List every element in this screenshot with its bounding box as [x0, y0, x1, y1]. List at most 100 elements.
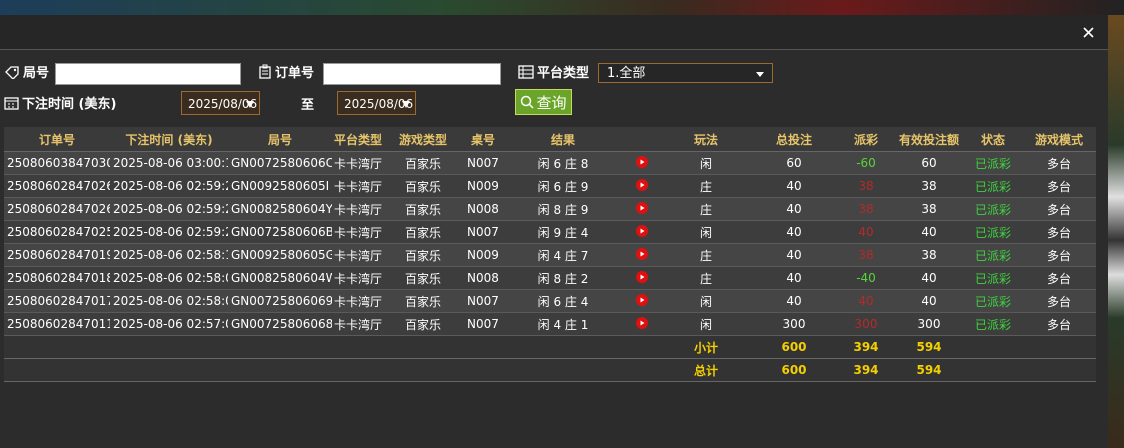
button-text: 查询 — [536, 93, 567, 112]
table-cell: 闲 — [662, 151, 750, 175]
table-cell: 40 — [750, 197, 838, 221]
empty-cell — [384, 358, 462, 382]
column-header: 下注时间 (美东) — [110, 127, 228, 152]
subtotal-cell: 594 — [894, 335, 964, 359]
table-cell: 卡卡湾厅 — [332, 266, 384, 290]
table-cell: 38 — [894, 243, 964, 267]
table-cell: 庄 — [662, 197, 750, 221]
replay-icon[interactable] — [636, 155, 648, 168]
round-label: 局号 — [4, 62, 49, 81]
table-cell: N007 — [462, 151, 504, 175]
table-cell: GN00725806069 — [228, 289, 332, 313]
order-input[interactable] — [323, 63, 501, 85]
replay-cell — [622, 220, 662, 244]
table-cell: 百家乐 — [384, 220, 462, 244]
total-cell: 594 — [894, 358, 964, 382]
empty-cell — [1022, 358, 1096, 382]
table-row: 2508060284701952025-08-06 02:58:12GN0092… — [4, 243, 1096, 267]
date-to[interactable]: 2025/08/06 — [337, 91, 416, 115]
column-header: 订单号 — [4, 127, 110, 152]
table-row: 2508060384703012025-08-06 03:00:13GN0072… — [4, 151, 1096, 175]
platform-select[interactable]: 1.全部 — [598, 63, 773, 83]
empty-cell — [4, 335, 110, 359]
empty-cell — [228, 358, 332, 382]
table-cell: 40 — [838, 289, 894, 313]
close-button[interactable] — [1083, 27, 1094, 38]
table-row: 2508060284701822025-08-06 02:58:05GN0082… — [4, 266, 1096, 290]
empty-cell — [384, 335, 462, 359]
table-cell: 40 — [750, 220, 838, 244]
table-cell: 已派彩 — [964, 220, 1022, 244]
table-cell: 百家乐 — [384, 174, 462, 198]
table-cell: 闲 8 庄 2 — [504, 266, 622, 290]
table-cell: N008 — [462, 266, 504, 290]
table-cell: 多台 — [1022, 220, 1096, 244]
replay-cell — [622, 312, 662, 336]
table-cell: 2025-08-06 03:00:13 — [110, 151, 228, 175]
replay-icon[interactable] — [636, 201, 648, 214]
date-from[interactable]: 2025/08/06 — [181, 91, 260, 115]
subtotal-cell: 小计 — [662, 335, 750, 359]
round-input[interactable] — [55, 63, 241, 85]
replay-icon[interactable] — [636, 247, 648, 260]
table-cell: 闲 6 庄 9 — [504, 174, 622, 198]
table-cell: 多台 — [1022, 289, 1096, 313]
column-header: 玩法 — [662, 127, 750, 152]
table-row: 2508060284702602025-08-06 02:59:27GN0082… — [4, 197, 1096, 221]
select-value: 1.全部 — [607, 66, 646, 81]
table-row: 2508060284702642025-08-06 02:59:29GN0092… — [4, 174, 1096, 198]
table-cell: 38 — [838, 197, 894, 221]
table-cell: -60 — [838, 151, 894, 175]
order-label: 订单号 — [258, 62, 314, 81]
subtotal-cell: 600 — [750, 335, 838, 359]
table-cell: 2025-08-06 02:59:29 — [110, 174, 228, 198]
table-cell: 已派彩 — [964, 312, 1022, 336]
table-cell: 60 — [750, 151, 838, 175]
table-cell: 40 — [750, 174, 838, 198]
table-cell: 38 — [838, 243, 894, 267]
replay-cell — [622, 151, 662, 175]
empty-cell — [110, 358, 228, 382]
replay-icon[interactable] — [636, 178, 648, 191]
table-cell: 卡卡湾厅 — [332, 243, 384, 267]
replay-icon[interactable] — [636, 316, 648, 329]
column-header: 游戏模式 — [1022, 127, 1096, 152]
column-header — [622, 127, 662, 152]
table-cell: 百家乐 — [384, 266, 462, 290]
table-cell: 已派彩 — [964, 174, 1022, 198]
table-cell: 2025-08-06 02:58:05 — [110, 266, 228, 290]
replay-icon[interactable] — [636, 270, 648, 283]
table-cell: 闲 — [662, 312, 750, 336]
empty-cell — [228, 335, 332, 359]
table-cell: 40 — [838, 220, 894, 244]
table-cell: 已派彩 — [964, 243, 1022, 267]
header-row: 订单号 下注时间 (美东) 局号 平台类型 游戏类型 桌号 结果 玩法 总投注 派彩 有效投注额 状态… — [4, 127, 1096, 152]
table-cell: 卡卡湾厅 — [332, 197, 384, 221]
table-cell: 250806028470264 — [4, 174, 110, 198]
empty-cell — [332, 358, 384, 382]
table-cell: 250806028470115 — [4, 312, 110, 336]
subtotal-row: 小计 600 394 594 — [4, 335, 1096, 359]
table-cell: 已派彩 — [964, 151, 1022, 175]
table-cell: 250806028470195 — [4, 243, 110, 267]
table-cell: 已派彩 — [964, 289, 1022, 313]
table-cell: 250806028470177 — [4, 289, 110, 313]
replay-icon[interactable] — [636, 293, 648, 306]
search-button[interactable]: 查询 — [515, 89, 572, 115]
column-header: 有效投注额 — [894, 127, 964, 152]
column-header: 总投注 — [750, 127, 838, 152]
label-text: 订单号 — [275, 66, 315, 81]
empty-cell — [462, 358, 504, 382]
empty-cell — [964, 335, 1022, 359]
column-header: 局号 — [228, 127, 332, 152]
total-cell: 600 — [750, 358, 838, 382]
table-cell: 38 — [894, 174, 964, 198]
platform-label: 平台类型 — [518, 62, 589, 81]
table-cell: 闲 — [662, 220, 750, 244]
table-cell: 60 — [894, 151, 964, 175]
column-header: 桌号 — [462, 127, 504, 152]
table-cell: 闲 4 庄 7 — [504, 243, 622, 267]
replay-cell — [622, 197, 662, 221]
table-cell: 多台 — [1022, 243, 1096, 267]
replay-icon[interactable] — [636, 224, 648, 237]
